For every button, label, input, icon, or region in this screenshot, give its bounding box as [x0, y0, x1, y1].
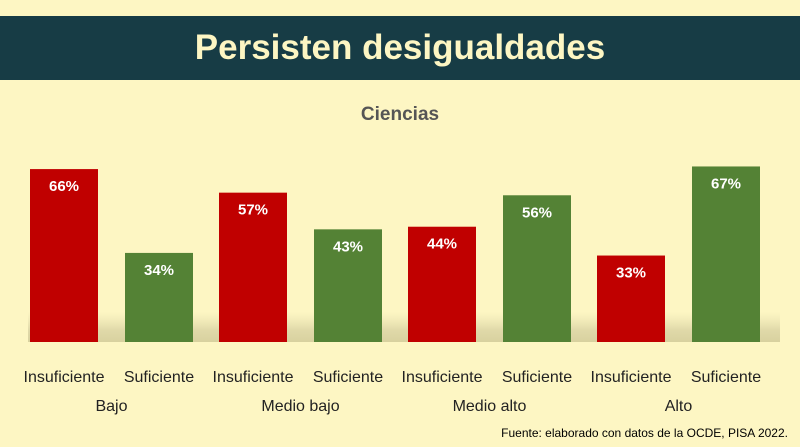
data-label-bajo-insuficiente: 66%: [49, 178, 79, 195]
category-label-alto: Alto: [665, 398, 693, 415]
bar-medio-alto-suficiente: [503, 195, 571, 342]
title-bar: Persisten desigualdades: [0, 16, 800, 80]
data-label-alto-insuficiente: 33%: [616, 265, 646, 282]
series-tick-label: Insuficiente: [402, 369, 483, 386]
bar-alto-insuficiente: [597, 255, 665, 342]
data-label-medio-bajo-suficiente: 43%: [333, 238, 363, 255]
series-tick-label: Insuficiente: [24, 369, 105, 386]
data-label-medio-alto-insuficiente: 44%: [427, 236, 457, 253]
series-tick-label: Suficiente: [124, 369, 194, 386]
bar-bajo-insuficiente: [30, 169, 98, 342]
data-label-alto-suficiente: 67%: [711, 175, 741, 192]
category-label-bajo: Bajo: [95, 398, 127, 415]
data-label-bajo-suficiente: 34%: [144, 262, 174, 279]
bar-medio-bajo-insuficiente: [219, 192, 287, 342]
series-tick-label: Suficiente: [691, 369, 761, 386]
series-tick-label: Insuficiente: [591, 369, 672, 386]
series-tick-label: Insuficiente: [213, 369, 294, 386]
chart-title: Ciencias: [360, 104, 440, 125]
category-label-medio-bajo: Medio bajo: [261, 398, 339, 415]
bar-medio-alto-insuficiente: [408, 226, 476, 342]
page-title: Persisten desigualdades: [194, 28, 606, 67]
series-tick-label: Suficiente: [313, 369, 383, 386]
bar-alto-suficiente: [692, 166, 760, 342]
source-note: Fuente: elaborado con datos de la OCDE, …: [501, 426, 788, 440]
series-tick-label: Suficiente: [502, 369, 572, 386]
category-label-medio-alto: Medio alto: [453, 398, 527, 415]
bar-medio-bajo-suficiente: [314, 229, 382, 342]
bar-bajo-suficiente: [125, 252, 193, 342]
data-label-medio-bajo-insuficiente: 57%: [238, 202, 268, 219]
data-label-medio-alto-suficiente: 56%: [522, 204, 552, 221]
